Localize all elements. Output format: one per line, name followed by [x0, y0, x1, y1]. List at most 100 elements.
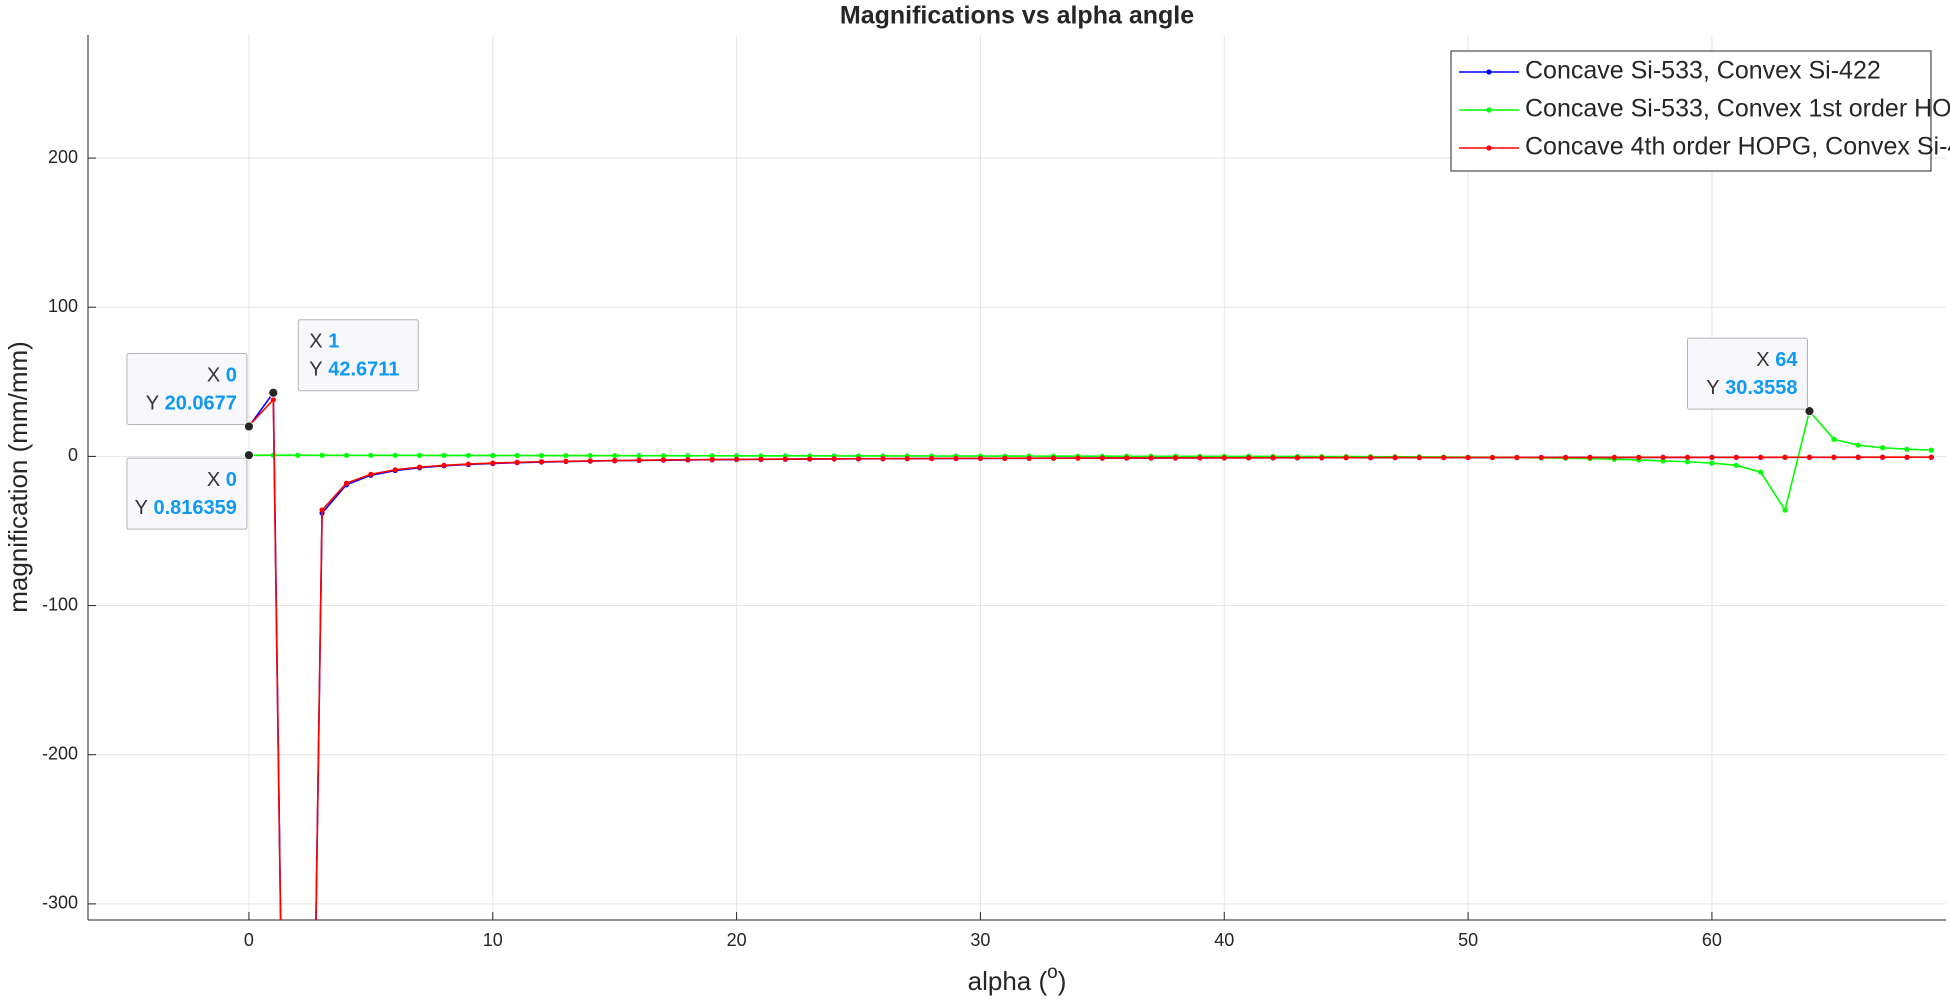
data-tip-value: 30.3558 [1725, 377, 1797, 399]
y-tick-label: 200 [48, 147, 78, 167]
legend-label: Concave Si-533, Convex Si-422 [1525, 57, 1881, 85]
data-tip-key: Y [309, 359, 322, 381]
series-marker [977, 455, 984, 461]
series-marker [1904, 454, 1910, 460]
series-marker [1489, 454, 1496, 461]
x-tick-label: 60 [1702, 930, 1722, 950]
series-marker [1904, 446, 1910, 452]
y-tick-label: -100 [42, 594, 78, 614]
series-marker [417, 464, 423, 470]
x-tick-label: 10 [483, 930, 503, 950]
data-tip: X 0 Y 0.816359 [126, 457, 248, 530]
legend-marker [1486, 107, 1492, 113]
data-tip-text: X 1 [309, 331, 339, 353]
series-marker [1441, 454, 1447, 461]
series-marker [904, 455, 910, 462]
series-marker [831, 456, 837, 462]
x-tick-label: 30 [970, 930, 990, 950]
series-marker [782, 456, 788, 462]
chart-title: Magnifications vs alpha angle [840, 2, 1194, 30]
series-marker [1514, 454, 1520, 461]
x-tick-label: 50 [1458, 930, 1478, 950]
data-tip-point [268, 387, 279, 398]
series-marker [1611, 454, 1617, 460]
data-tip-point [1804, 406, 1815, 417]
series-marker [1733, 462, 1739, 468]
series-marker [1221, 455, 1227, 461]
series-marker [587, 452, 593, 459]
data-tip-value: 20.0677 [165, 393, 237, 415]
series-marker [368, 471, 374, 477]
data-tip-key: X [1756, 349, 1769, 371]
legend-marker [1486, 69, 1492, 75]
data-tip-box [126, 352, 248, 425]
series-marker [1319, 455, 1325, 461]
data-tip-key: X [207, 469, 220, 491]
series-marker [953, 455, 959, 461]
series-marker [1148, 455, 1154, 461]
series-marker [685, 453, 691, 459]
series-marker [636, 453, 642, 459]
series-marker [392, 452, 398, 458]
data-tip-box [1686, 337, 1808, 410]
series-marker [1172, 455, 1179, 461]
x-tick-label: 20 [727, 930, 747, 950]
x-tick-label: 40 [1214, 930, 1234, 950]
y-tick-label: -300 [42, 893, 78, 913]
series-marker [1928, 454, 1934, 460]
y-axis-label: magnification (mm/mm) [3, 341, 33, 613]
plot-area [246, 390, 1934, 920]
series-marker [1782, 507, 1788, 513]
series-marker [270, 397, 276, 403]
series-marker [319, 507, 325, 513]
data-tip-box [297, 319, 419, 392]
data-tip-point [244, 450, 254, 461]
series-marker [1709, 454, 1715, 460]
series-marker [563, 452, 569, 459]
data-tip-value: 1 [328, 331, 339, 353]
data-tip: X 0 Y 20.0677 [126, 352, 248, 425]
series-marker [441, 462, 447, 468]
legend-marker [1486, 145, 1492, 151]
series-marker [1246, 455, 1252, 461]
data-tip-value: 0 [226, 365, 237, 387]
series-marker [709, 453, 715, 459]
series-marker [733, 456, 740, 462]
series-marker [733, 453, 740, 459]
series-marker [1928, 447, 1934, 453]
series-marker [1075, 455, 1081, 461]
data-tip: X 64 Y 30.3558 [1686, 337, 1808, 410]
data-tip-key: Y [1706, 377, 1719, 399]
series-marker [392, 467, 398, 473]
data-tip-value: 64 [1775, 349, 1798, 371]
legend-box [1450, 50, 1932, 172]
data-tip-value: 42.6711 [328, 359, 399, 381]
y-tick-label: -200 [42, 743, 78, 763]
series-marker [1880, 445, 1886, 451]
x-tick-label: 0 [244, 930, 254, 950]
series-marker [1855, 442, 1861, 448]
series-marker [1124, 455, 1130, 461]
series-marker [1709, 460, 1715, 466]
series-marker [1026, 455, 1032, 461]
series-marker [1733, 454, 1739, 460]
series-marker [612, 453, 618, 459]
series-marker [490, 460, 496, 466]
series-marker [1806, 454, 1813, 460]
series-marker [1636, 454, 1642, 460]
series-marker [1758, 454, 1764, 460]
series-marker [1367, 455, 1374, 461]
series-marker [855, 456, 862, 462]
series-marker [660, 457, 667, 463]
series-marker [514, 459, 520, 465]
data-tip-text: Y 42.6711 [309, 359, 399, 381]
data-tip-text: Y 30.3558 [1706, 377, 1797, 399]
series-marker [587, 458, 593, 464]
series-marker [1855, 454, 1861, 460]
series-marker [636, 457, 642, 463]
data-tip-text: X 0 [207, 469, 237, 491]
data-tip-key: Y [146, 393, 159, 415]
series-line [248, 409, 1932, 513]
series-marker [807, 456, 813, 462]
